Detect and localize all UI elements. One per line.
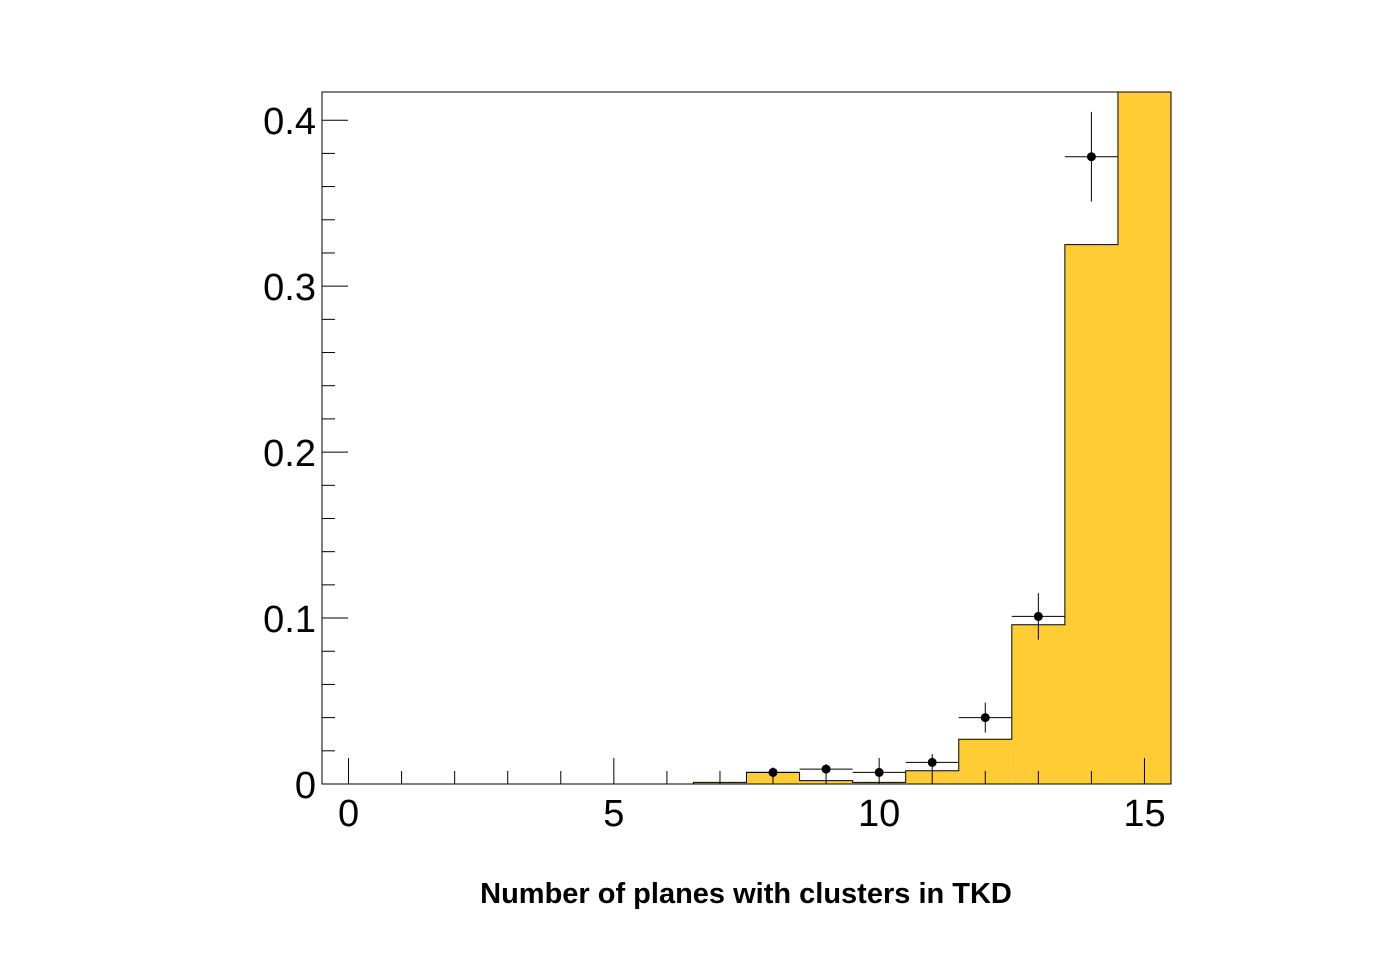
- y-tick-label: 0: [295, 765, 316, 807]
- point-marker: [927, 757, 937, 767]
- point-marker: [821, 764, 831, 774]
- data-point: [958, 702, 1012, 733]
- x-tick-labels: 0 5 10 15: [338, 793, 1166, 835]
- y-tick-label: 0.1: [263, 599, 316, 641]
- axis-ticks: [322, 119, 1145, 785]
- y-tick-labels: 0 0.1 0.2 0.3 0.4: [263, 101, 316, 807]
- x-tick-label: 10: [858, 793, 900, 835]
- data-point: [905, 754, 959, 771]
- x-tick-label: 5: [603, 793, 624, 835]
- histogram-bar: [1117, 92, 1171, 784]
- data-point: [1064, 111, 1118, 202]
- point-marker: [1033, 611, 1043, 621]
- point-marker: [1086, 152, 1096, 162]
- x-tick-label: 0: [338, 793, 359, 835]
- x-tick-label: 15: [1123, 793, 1165, 835]
- y-tick-label: 0.4: [263, 101, 316, 143]
- plot-frame: [321, 91, 1172, 785]
- histogram-bars: [692, 91, 1172, 785]
- y-tick-label: 0.3: [263, 267, 316, 309]
- x-axis-title: Number of planes with clusters in TKD: [480, 878, 1012, 910]
- histogram-bar: [1064, 244, 1118, 785]
- histogram-bar: [1011, 624, 1065, 784]
- data-point: [799, 764, 853, 775]
- y-tick-label: 0.2: [263, 433, 316, 475]
- data-points: [746, 111, 1118, 778]
- data-point: [1011, 593, 1065, 640]
- point-marker: [980, 713, 990, 723]
